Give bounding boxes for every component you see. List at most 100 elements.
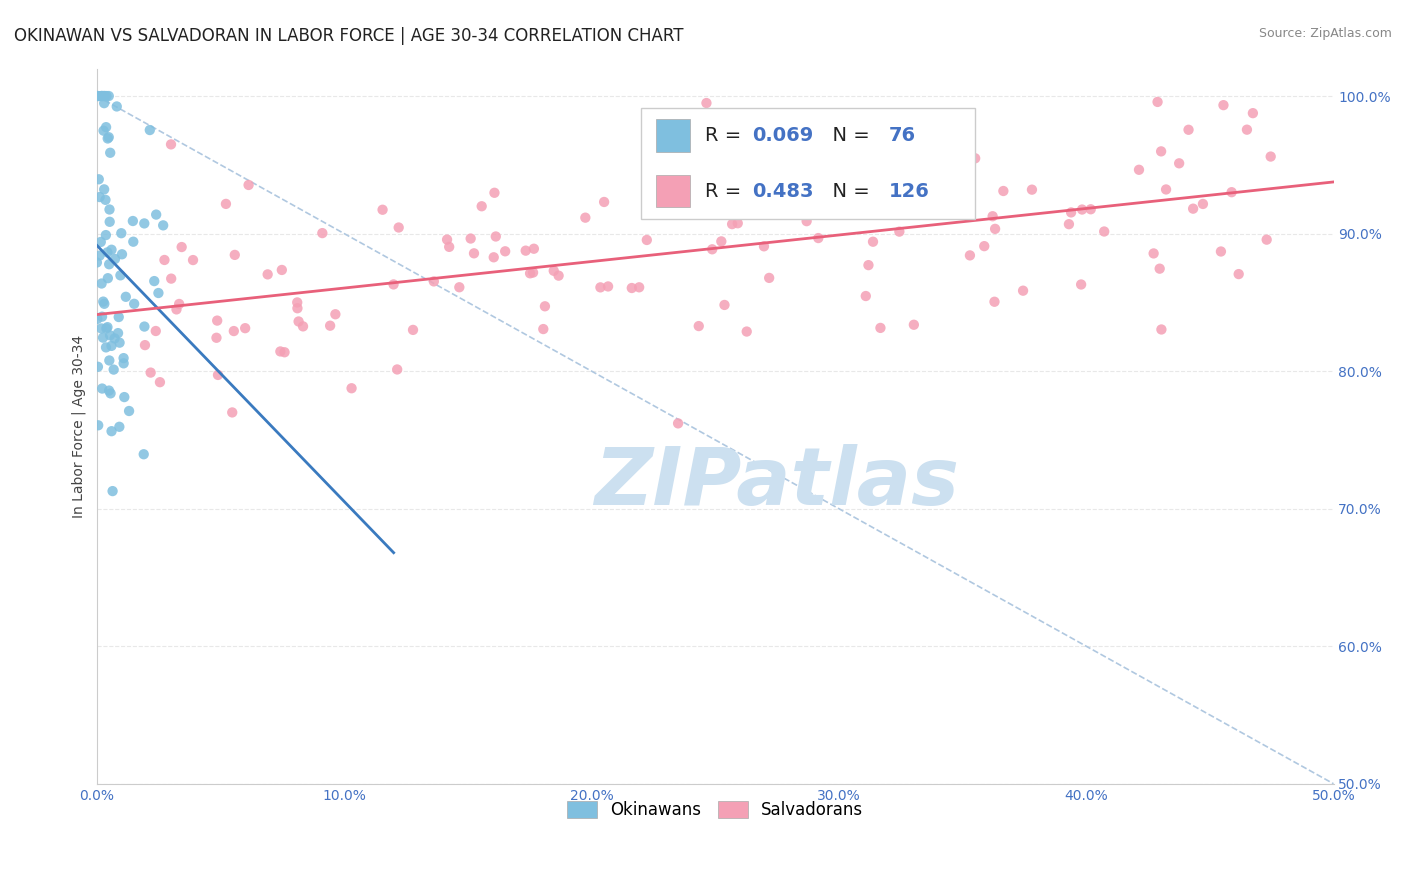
Point: [758, 271, 780, 285]
Point: [402, 323, 425, 337]
Point: [287, 301, 309, 316]
Text: Source: ZipAtlas.com: Source: ZipAtlas.com: [1258, 27, 1392, 40]
Point: [965, 151, 987, 165]
Text: 76: 76: [889, 126, 915, 145]
Point: [97, 131, 120, 145]
Point: [98, 328, 121, 343]
Bar: [655, 175, 690, 207]
Point: [543, 264, 565, 278]
Point: [325, 307, 347, 321]
Point: [1146, 95, 1168, 109]
Bar: [655, 120, 690, 152]
Point: [463, 246, 485, 260]
Point: [107, 310, 129, 324]
Point: [437, 240, 460, 254]
Point: [134, 338, 156, 352]
Point: [89, 190, 111, 204]
Point: [96, 320, 118, 334]
Point: [287, 314, 309, 328]
Point: [1150, 322, 1173, 336]
Point: [735, 325, 758, 339]
Text: 0.483: 0.483: [752, 181, 814, 201]
Point: [167, 297, 190, 311]
Point: [957, 117, 980, 131]
Text: 126: 126: [889, 181, 929, 201]
Point: [1154, 182, 1177, 196]
Point: [801, 156, 824, 170]
Point: [838, 185, 860, 199]
Point: [385, 362, 408, 376]
Point: [574, 211, 596, 225]
Point: [959, 248, 981, 262]
Point: [519, 266, 541, 280]
Point: [522, 266, 544, 280]
Point: [93, 89, 115, 103]
Point: [100, 424, 122, 438]
Point: [973, 239, 995, 253]
Point: [780, 184, 803, 198]
Point: [134, 319, 156, 334]
Point: [1241, 106, 1264, 120]
Point: [238, 178, 260, 192]
Point: [98, 215, 121, 229]
Point: [96, 321, 118, 335]
Point: [846, 149, 869, 163]
Point: [86, 89, 108, 103]
Point: [97, 89, 120, 103]
Point: [104, 252, 127, 266]
Point: [86, 89, 108, 103]
Point: [89, 249, 111, 263]
Point: [207, 368, 229, 382]
Point: [382, 277, 405, 292]
Point: [436, 233, 458, 247]
Point: [107, 326, 129, 340]
Point: [166, 302, 188, 317]
Point: [1092, 225, 1115, 239]
Point: [108, 419, 131, 434]
Text: N =: N =: [820, 181, 876, 201]
Point: [94, 340, 117, 354]
Point: [87, 172, 110, 186]
Point: [98, 353, 121, 368]
Point: [132, 447, 155, 461]
Point: [110, 226, 132, 240]
Point: [105, 99, 128, 113]
Point: [221, 405, 243, 419]
Point: [1227, 267, 1250, 281]
Point: [1149, 261, 1171, 276]
Point: [90, 89, 112, 103]
Point: [721, 217, 744, 231]
Point: [93, 89, 115, 103]
Legend: Okinawans, Salvadorans: Okinawans, Salvadorans: [560, 794, 870, 825]
Text: ZIPatlas: ZIPatlas: [595, 444, 959, 523]
Point: [269, 344, 291, 359]
Point: [1236, 122, 1258, 136]
Text: 0.069: 0.069: [752, 126, 814, 145]
Point: [710, 235, 733, 249]
Point: [1150, 145, 1173, 159]
Point: [1182, 202, 1205, 216]
Text: OKINAWAN VS SALVADORAN IN LABOR FORCE | AGE 30-34 CORRELATION CHART: OKINAWAN VS SALVADORAN IN LABOR FORCE | …: [14, 27, 683, 45]
Point: [96, 245, 118, 260]
Point: [111, 247, 134, 261]
Point: [224, 248, 246, 262]
Point: [91, 331, 114, 345]
Point: [1021, 183, 1043, 197]
Point: [87, 418, 110, 433]
Point: [1070, 277, 1092, 292]
Point: [273, 345, 295, 359]
Point: [534, 299, 557, 313]
Point: [93, 182, 115, 196]
Point: [752, 239, 775, 253]
FancyBboxPatch shape: [641, 108, 974, 219]
Point: [205, 313, 228, 327]
Point: [170, 240, 193, 254]
Point: [97, 130, 120, 145]
Point: [233, 321, 256, 335]
Point: [593, 194, 616, 209]
Point: [636, 233, 658, 247]
Point: [688, 319, 710, 334]
Point: [145, 208, 167, 222]
Point: [152, 219, 174, 233]
Point: [935, 172, 957, 186]
